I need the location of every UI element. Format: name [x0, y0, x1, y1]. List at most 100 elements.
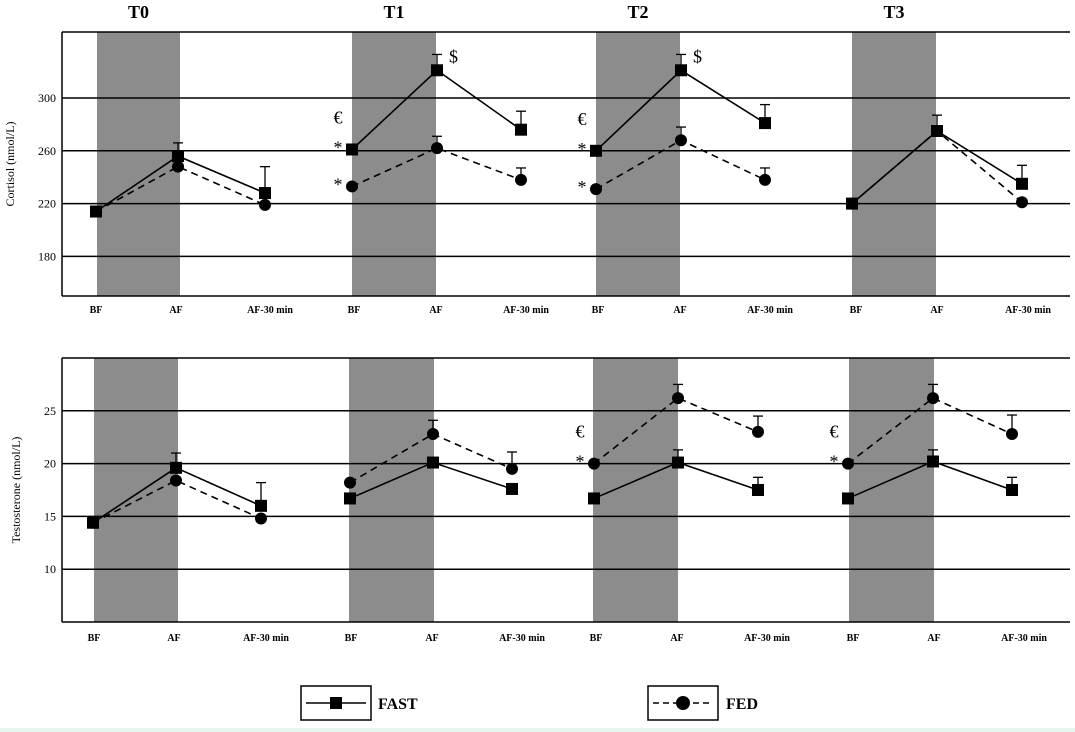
fed-point [675, 134, 687, 147]
fast-point [255, 499, 267, 512]
fast-point [672, 456, 684, 469]
legend: FAST FED [300, 685, 758, 721]
x-tick-label: BF [348, 305, 361, 316]
fast-point [346, 143, 358, 156]
significance-asterisk: * [578, 139, 587, 159]
shaded-band-1 [349, 358, 434, 622]
fed-point [846, 197, 858, 210]
fed-point [927, 392, 939, 405]
fed-point [588, 457, 600, 470]
fed-series-line [95, 165, 266, 213]
fast-point [588, 492, 600, 505]
x-tick-label: AF [930, 305, 943, 316]
fed-point [87, 516, 99, 529]
cortisol-panel: 180 220 260 300 Cortisol (nmol/L) BF AF AF-30 m… [3, 2, 1070, 316]
x-tick-label: AF [927, 633, 940, 644]
fast-point [427, 456, 439, 469]
fed-point [672, 392, 684, 405]
x-tick-label: BF [345, 633, 358, 644]
significance-euro: € [578, 109, 587, 129]
significance-asterisk: * [334, 174, 343, 194]
y-tick-label: 260 [38, 144, 56, 158]
legend-fast-marker [330, 697, 342, 709]
significance-dollar: $ [693, 46, 702, 66]
fast-point [927, 455, 939, 468]
period-title-T3: T3 [883, 2, 904, 22]
fast-point [752, 484, 764, 496]
x-tick-label: AF-30 min [1005, 305, 1051, 316]
y-tick-label: 20 [44, 457, 56, 471]
fast-point [170, 461, 182, 474]
significance-euro: € [576, 422, 585, 442]
x-tick-label: BF [90, 305, 103, 316]
fed-point [931, 125, 943, 137]
x-tick-label: BF [592, 305, 605, 316]
fed-point [431, 142, 443, 155]
significance-euro: € [830, 422, 839, 442]
testosterone-panel: 10 15 20 25 Testosterone (nmol/L) BF AF AF-30 m… [9, 357, 1070, 644]
shaded-band-2 [593, 358, 678, 622]
legend-fast-label: FAST [378, 696, 418, 713]
significance-asterisk: * [334, 137, 343, 157]
fast-point [431, 64, 443, 77]
fast-point [1016, 177, 1028, 190]
shaded-band-3 [849, 358, 934, 622]
fast-point [675, 64, 687, 77]
y-tick-label: 15 [44, 509, 56, 523]
x-tick-label: AF-30 min [243, 633, 289, 644]
x-tick-label: AF [673, 305, 686, 316]
significance-dollar: $ [449, 46, 458, 66]
fed-point [90, 205, 102, 218]
significance-asterisk: * [576, 452, 585, 472]
x-tick-label: AF [429, 305, 442, 316]
period-title-T2: T2 [627, 2, 648, 22]
fast-point [1006, 484, 1018, 496]
x-tick-label: BF [850, 305, 863, 316]
x-tick-label: AF-30 min [747, 305, 793, 316]
fed-point [172, 160, 184, 173]
fast-point [259, 187, 271, 200]
y-tick-label: 180 [38, 249, 56, 263]
significance-euro: € [334, 107, 343, 127]
fast-point [506, 482, 518, 495]
fed-point [506, 462, 518, 475]
shaded-band-2 [596, 32, 680, 296]
fast-point [344, 492, 356, 505]
x-tick-label: AF [167, 633, 180, 644]
x-tick-label: AF-30 min [1001, 633, 1047, 644]
x-tick-label: AF-30 min [247, 305, 293, 316]
x-tick-label: AF [670, 633, 683, 644]
y-tick-label: 300 [38, 91, 56, 105]
legend-fed-marker [676, 696, 690, 710]
x-tick-label: BF [590, 633, 603, 644]
x-tick-label: AF-30 min [503, 305, 549, 316]
shaded-band-0 [94, 358, 178, 622]
fed-point [759, 173, 771, 186]
fast-point [172, 150, 184, 163]
fed-point [752, 425, 764, 438]
fed-point [515, 173, 527, 186]
legend-fed-label: FED [726, 696, 758, 713]
fast-point [842, 492, 854, 505]
x-tick-label: BF [847, 633, 860, 644]
fed-point [1006, 428, 1018, 441]
y-axis-label: Cortisol (nmol/L) [3, 122, 17, 207]
fed-point [590, 183, 602, 196]
x-tick-label: AF-30 min [499, 633, 545, 644]
fast-point [590, 144, 602, 157]
y-tick-label: 10 [44, 562, 56, 576]
fed-point [170, 474, 182, 487]
y-tick-label: 25 [44, 404, 56, 418]
fed-point [842, 457, 854, 470]
fed-point [259, 198, 271, 211]
shaded-band-3 [852, 32, 936, 296]
x-tick-label: AF [169, 305, 182, 316]
period-title-T1: T1 [383, 2, 404, 22]
x-tick-label: AF-30 min [744, 633, 790, 644]
fast-point [515, 123, 527, 136]
significance-asterisk: * [578, 177, 587, 197]
fed-point [346, 180, 358, 193]
x-tick-label: BF [88, 633, 101, 644]
fast-point [759, 117, 771, 130]
